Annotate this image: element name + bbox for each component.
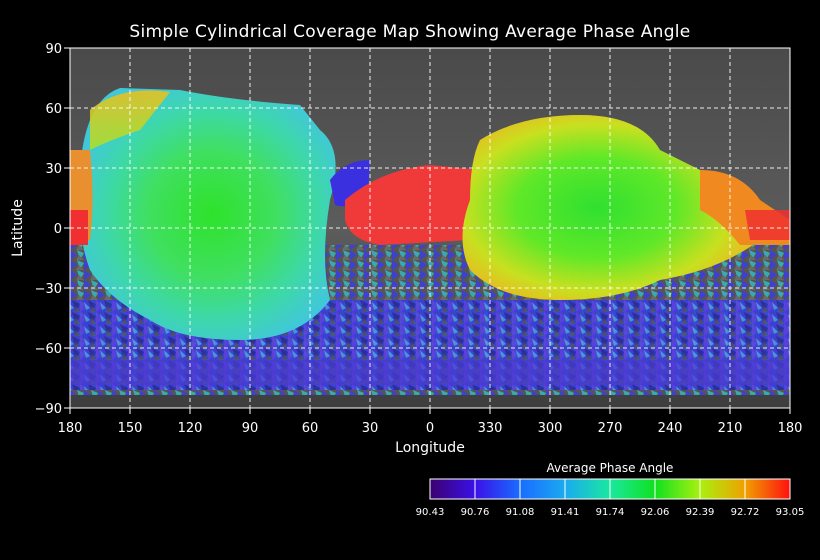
x-tick-label: 90 [242,421,259,436]
colorbar-tick-label: 92.72 [731,507,760,518]
x-tick-label: 150 [118,421,143,436]
colorbar-frame [429,478,791,500]
x-tick-label: 120 [178,421,203,436]
colorbar-tick-label: 92.06 [641,507,670,518]
x-tick-label: 30 [362,421,379,436]
x-tick-label: 180 [778,421,803,436]
colorbar-tick-label: 93.05 [776,507,805,518]
x-tick-label: 60 [302,421,319,436]
y-axis-label: Latitude [10,199,26,257]
y-tick-label: 90 [45,42,62,57]
colorbar-tick-label: 90.76 [461,507,490,518]
x-tick-label: 330 [478,421,503,436]
colorbar-tick-label: 91.74 [596,507,625,518]
y-tick-label: −30 [35,282,62,297]
x-axis-ticks: 180 150 120 90 60 30 0 330 300 270 240 210 180 [58,408,803,436]
y-tick-label: −60 [35,342,62,357]
y-tick-label: 0 [54,222,62,237]
grid-lines [70,48,790,408]
x-tick-label: 210 [718,421,743,436]
x-tick-label: 240 [658,421,683,436]
y-axis-ticks: 90 60 30 0 −30 −60 −90 [35,42,70,417]
y-tick-label: 30 [45,162,62,177]
colorbar-tick-label: 92.39 [686,507,715,518]
y-tick-label: 60 [45,102,62,117]
x-tick-label: 180 [58,421,83,436]
colorbar-title: Average Phase Angle [547,461,674,475]
colorbar-tick-label: 91.08 [506,507,535,518]
x-tick-label: 270 [598,421,623,436]
colorbar-ticks: 90.43 90.76 91.08 91.41 91.74 92.06 92.39 92.72… [416,479,805,518]
y-tick-label: −90 [35,402,62,417]
colorbar-tick-label: 90.43 [416,507,445,518]
x-axis-label: Longitude [395,440,465,456]
colorbar-tick-label: 91.41 [551,507,580,518]
map-title: Simple Cylindrical Coverage Map Showing … [129,22,691,42]
x-tick-label: 0 [426,421,434,436]
x-tick-label: 300 [538,421,563,436]
